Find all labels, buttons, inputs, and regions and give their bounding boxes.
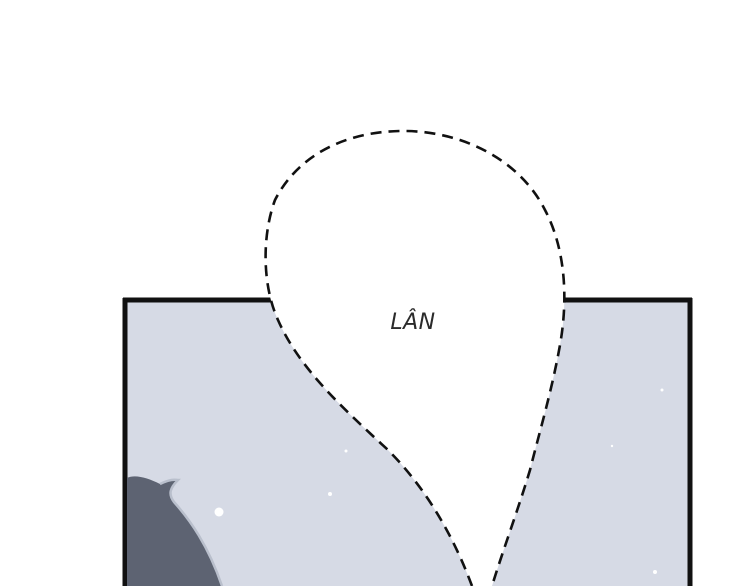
character-hair (127, 476, 222, 586)
snow-speck (653, 570, 657, 574)
snow-speck (610, 444, 614, 448)
speech-bubble: LÂN (264, 129, 566, 586)
snow-speck (660, 388, 664, 392)
speech-bubble-outline (264, 129, 566, 586)
snow-speck (328, 492, 332, 496)
snow-specks (214, 388, 664, 574)
snow-speck (344, 449, 348, 453)
snow-speck (214, 507, 224, 517)
character-hair-highlight (159, 478, 224, 586)
speech-bubble-shape (265, 130, 565, 586)
speech-bubble-text: LÂN (390, 309, 435, 335)
